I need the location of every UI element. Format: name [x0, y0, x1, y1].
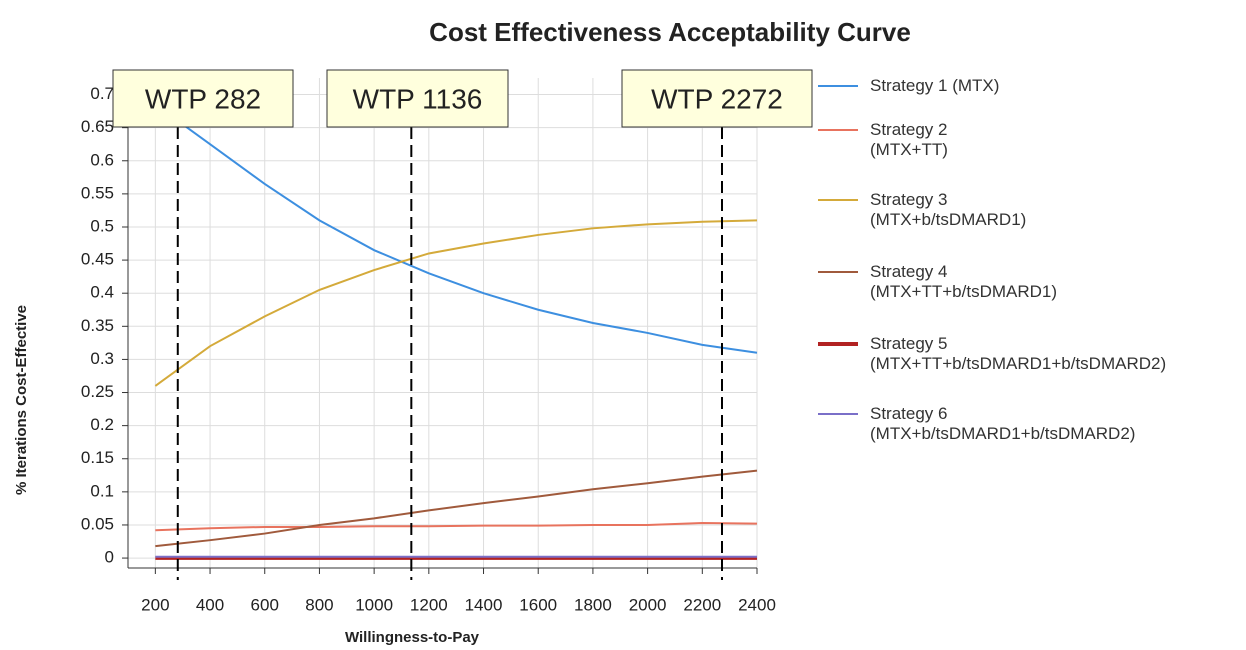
legend-label: Strategy 4 (MTX+TT+b/tsDMARD1) — [870, 262, 1058, 301]
legend-label: Strategy 6 (MTX+b/tsDMARD1+b/tsDMARD2) — [870, 404, 1136, 443]
y-tick-label: 0.55 — [81, 183, 114, 202]
x-axis-label: Willingness-to-Pay — [345, 629, 480, 646]
y-tick-label: 0.5 — [90, 216, 114, 235]
y-tick-label: 0.25 — [81, 382, 114, 401]
x-tick-label: 2000 — [629, 595, 667, 614]
y-tick-label: 0.65 — [81, 117, 114, 136]
chart-title: Cost Effectiveness Acceptability Curve — [429, 17, 911, 47]
series-line — [155, 469, 758, 548]
legend-label: Strategy 2 (MTX+TT) — [870, 120, 948, 159]
y-tick-label: 0.3 — [90, 349, 114, 368]
x-tick-label: 800 — [305, 595, 333, 614]
y-tick-label: 0.2 — [90, 415, 114, 434]
y-tick-label: 0.7 — [90, 84, 114, 103]
x-tick-label: 200 — [141, 595, 169, 614]
wtp-box — [621, 69, 813, 128]
y-tick-label: 0.15 — [81, 448, 114, 467]
y-tick-label: 0.35 — [81, 316, 114, 335]
wtp-label: WTP 282 — [145, 83, 261, 114]
series-line — [155, 521, 758, 532]
y-tick-label: 0 — [105, 548, 114, 567]
x-tick-label: 2400 — [738, 595, 776, 614]
x-tick-label: 600 — [251, 595, 279, 614]
y-tick-label: 0.05 — [81, 514, 114, 533]
series-line — [154, 219, 758, 387]
wtp-label: WTP 1136 — [353, 83, 483, 114]
y-tick-label: 0.1 — [90, 481, 114, 500]
y-tick-label: 0.6 — [90, 150, 114, 169]
y-tick-label: 0.4 — [90, 283, 114, 302]
legend-label: Strategy 3 (MTX+b/tsDMARD1) — [870, 190, 1027, 229]
wtp-box — [326, 69, 509, 128]
x-tick-label: 1000 — [355, 595, 393, 614]
x-tick-label: 2200 — [683, 595, 721, 614]
legend-label: Strategy 1 (MTX) — [870, 76, 1000, 95]
x-tick-label: 1200 — [410, 595, 448, 614]
y-tick-label: 0.45 — [81, 250, 114, 269]
series-line — [154, 103, 758, 354]
legend-label: Strategy 5 (MTX+TT+b/tsDMARD1+b/tsDMARD2… — [870, 334, 1167, 373]
wtp-box — [112, 69, 294, 128]
x-tick-label: 1400 — [465, 595, 503, 614]
y-axis-label: % Iterations Cost-Effective — [13, 305, 30, 495]
wtp-label: WTP 2272 — [651, 83, 783, 114]
x-tick-label: 1600 — [519, 595, 557, 614]
x-tick-label: 1800 — [574, 595, 612, 614]
x-tick-label: 400 — [196, 595, 224, 614]
